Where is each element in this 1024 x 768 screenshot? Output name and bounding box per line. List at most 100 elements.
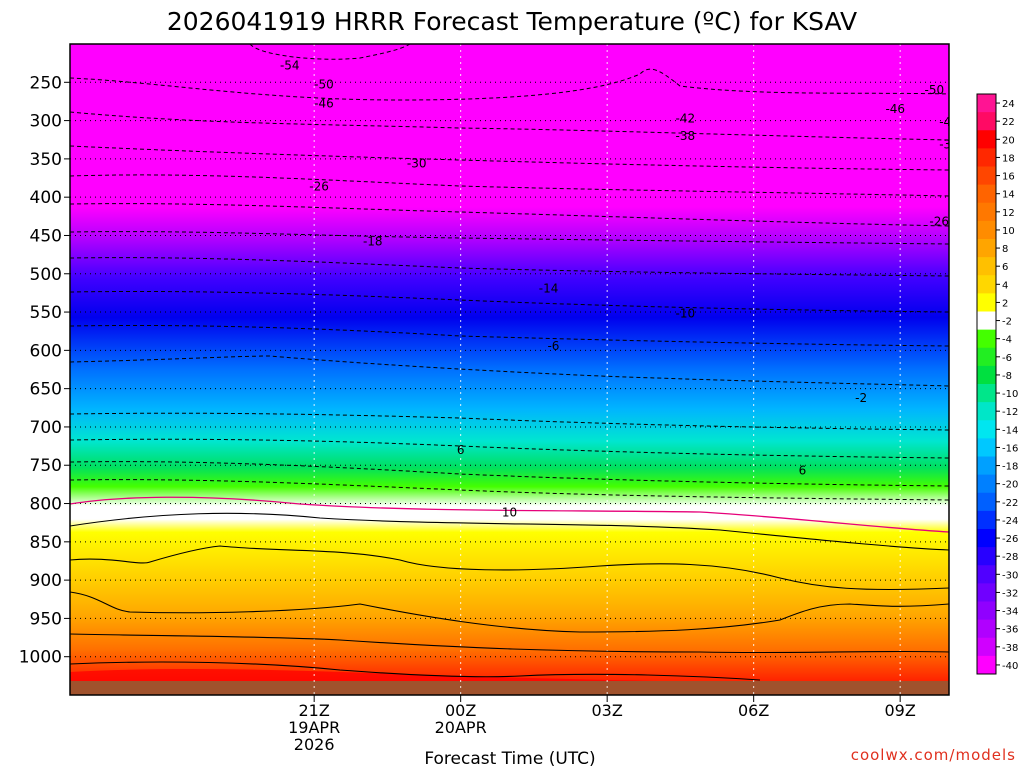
contour-label: -46 — [885, 102, 905, 116]
colorbar-swatch — [977, 275, 996, 294]
colorbar-label: -26 — [1002, 534, 1018, 545]
chart-title: 2026041919 HRRR Forecast Temperature (ºC… — [167, 7, 857, 36]
isotherm-neg58 — [249, 44, 411, 60]
colorbar-label: -6 — [1002, 353, 1012, 364]
colorbar-swatch — [977, 492, 996, 512]
colorbar-swatch — [977, 347, 996, 367]
colorbar-label: 20 — [1002, 135, 1015, 146]
colorbar-label: -28 — [1002, 552, 1018, 563]
colorbar-label: 4 — [1002, 280, 1008, 291]
colorbar-swatch — [977, 438, 996, 457]
colorbar-label: -40 — [1002, 661, 1018, 672]
isotherm-10 — [70, 591, 949, 633]
contour-label: -38 — [939, 137, 959, 151]
isotherm-neg2 — [70, 479, 949, 501]
contour-label: -2 — [855, 391, 867, 405]
contour-label: -18 — [363, 235, 383, 249]
isotherm-neg46 — [70, 145, 949, 171]
y-tick-label: 1000 — [19, 648, 62, 668]
y-tick-label: 800 — [30, 495, 62, 515]
contour-label: 10 — [502, 506, 517, 520]
colorbar-swatch — [977, 329, 996, 349]
colorbar-label: -38 — [1002, 643, 1018, 654]
isotherm-18 — [70, 661, 761, 681]
contour-label: -46 — [314, 97, 334, 111]
plot-area: -54-50 -50-46 -46-42 -42-38-38-30-26-26-18-… — [70, 44, 959, 695]
colorbar-label: -20 — [1002, 480, 1018, 491]
y-tick-label: 500 — [30, 265, 62, 285]
isotherm-14 — [70, 633, 949, 654]
colorbar-swatch — [977, 529, 996, 548]
contour-label: -30 — [407, 156, 427, 170]
colorbar-swatch — [977, 565, 996, 584]
colorbar-swatch — [977, 583, 996, 602]
colorbar-swatch — [977, 510, 996, 530]
colorbar-label: 8 — [1002, 244, 1008, 255]
colorbar-swatch — [977, 402, 996, 421]
contour-label: -50 — [314, 78, 334, 92]
y-tick-label: 750 — [30, 456, 62, 476]
contour-label: -42 — [939, 115, 959, 129]
isotherm-6 — [70, 545, 949, 591]
isotherm-neg50 — [70, 111, 949, 141]
x-tick-label: 09Z — [885, 701, 916, 720]
colorbar-swatch — [977, 202, 996, 222]
x-tick-label: 21Z — [299, 701, 330, 720]
contour-label: -50 — [925, 83, 945, 97]
isotherm-neg34 — [70, 231, 949, 245]
colorbar-label: -14 — [1002, 425, 1018, 436]
y-tick-label: 300 — [30, 112, 62, 132]
colorbar-swatch — [977, 311, 996, 331]
y-tick-label: 650 — [30, 380, 62, 400]
colorbar-label: -16 — [1002, 443, 1018, 454]
plot-frame — [69, 43, 950, 696]
colorbar-swatch — [977, 601, 996, 621]
colorbar-label: 24 — [1002, 99, 1015, 110]
colorbar-label: 16 — [1002, 172, 1015, 183]
colorbar-label: 2 — [1002, 298, 1008, 309]
y-tick-label: 850 — [30, 533, 62, 553]
x-tick-label: 2026 — [294, 735, 335, 754]
contour-label: 6 — [799, 464, 807, 478]
grid-lines — [70, 44, 949, 695]
credit-text: coolwx.com/models — [851, 746, 1016, 764]
colorbar-swatch — [977, 637, 996, 657]
x-tick-label: 19APR — [288, 718, 340, 737]
contour-label: 6 — [457, 443, 465, 457]
contour-label: -26 — [929, 215, 949, 229]
y-tick-label: 350 — [30, 150, 62, 170]
y-tick-label: 450 — [30, 226, 62, 246]
colorbar-label: -30 — [1002, 570, 1018, 581]
isotherm-neg54 — [70, 68, 949, 101]
x-tick-label: 03Z — [592, 701, 623, 720]
colorbar-swatch — [977, 384, 996, 403]
isotherm-neg30 — [70, 257, 949, 277]
y-tick-label: 950 — [30, 609, 62, 629]
contour-label: -10 — [675, 307, 695, 321]
colorbar-swatch — [977, 420, 996, 439]
colorbar-label: -12 — [1002, 407, 1018, 418]
colorbar-swatch — [977, 655, 996, 675]
colorbar-label: -8 — [1002, 371, 1012, 382]
colorbar-swatch — [977, 619, 996, 639]
isotherm-neg38 — [70, 203, 949, 227]
contour-label: -14 — [539, 281, 559, 295]
temperature-field — [70, 44, 949, 695]
contour-label: -38 — [675, 129, 695, 143]
colorbar-label: 22 — [1002, 117, 1015, 128]
x-tick-label: 06Z — [738, 701, 769, 720]
y-tick-label: 400 — [30, 188, 62, 208]
isotherm-neg22 — [70, 324, 949, 347]
x-axis-title: Forecast Time (UTC) — [424, 749, 595, 768]
colorbar-frame — [976, 93, 997, 675]
y-tick-label: 600 — [30, 341, 62, 361]
colorbar-swatch — [977, 148, 996, 167]
colorbar: 24 22 20 18 16 14 12 10 8 6 4 2 -2 -4 -6 -8 -10 -12 -14 -16… — [976, 93, 1018, 675]
colorbar-label: 12 — [1002, 208, 1015, 219]
colorbar-label: -4 — [1002, 335, 1012, 346]
colorbar-swatch — [977, 293, 996, 312]
x-axis: 21Z19APR202600Z20APR03Z06Z09Z12Z — [288, 695, 916, 754]
colorbar-swatch — [977, 112, 996, 131]
isotherm-neg26 — [70, 290, 949, 313]
